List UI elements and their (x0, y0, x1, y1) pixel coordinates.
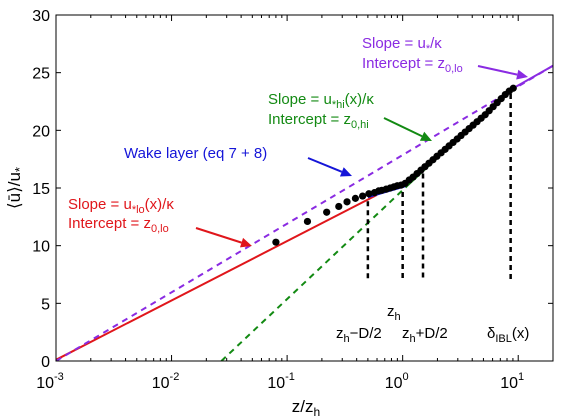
series-purple_dash (56, 64, 553, 361)
x-tick-label: 101 (500, 371, 524, 392)
label-zh: zh (387, 303, 401, 323)
data-point (335, 202, 343, 211)
arrow-lo (195, 227, 252, 248)
y-tick-label: 25 (32, 66, 50, 83)
x-tick-label: 10-2 (152, 371, 180, 392)
annotation-top-slope: Slope = u*/κ (362, 35, 442, 55)
data-point (351, 194, 360, 202)
y-tick-label: 0 (41, 354, 50, 371)
data-point (509, 84, 517, 92)
annotation-top-intercept: Intercept = z0,lo (362, 55, 463, 75)
svg-text:⟨ū⟩/u*: ⟨ū⟩/u* (5, 167, 27, 209)
points-layer (272, 84, 517, 246)
x-axis-label-sub: h (314, 405, 321, 419)
annotation-hi-slope: Slope = u*hi(x)/κ (268, 91, 374, 111)
annotation-wake: Wake layer (eq 7 + 8) (124, 145, 267, 162)
data-point (272, 238, 280, 246)
tick-layer: 0 5 10 15 20 25 30 10-3 10-2 10-1 100 101 (32, 8, 554, 392)
x-tick-label: 10-3 (36, 371, 64, 392)
vline-layer (366, 93, 512, 281)
y-tick-label: 30 (32, 8, 50, 25)
series-lo_fit (56, 194, 378, 361)
x-tick-label: 100 (385, 371, 409, 392)
arrow-wake (307, 157, 352, 177)
y-axis-label: ⟨ū⟩/u* (5, 167, 27, 209)
data-point (323, 208, 331, 216)
label-zh-plus: zh+D/2 (402, 325, 448, 345)
arrow-top (477, 65, 528, 80)
x-axis-label: z/zh (292, 397, 320, 419)
y-tick-label: 20 (32, 123, 50, 140)
y-axis-label-main: ⟨ū⟩/u (5, 172, 24, 209)
data-point (358, 192, 367, 200)
plot-area (56, 15, 553, 361)
annotation-lo-slope: Slope = u*lo(x)/κ (68, 196, 174, 216)
annotation-hi-intercept: Intercept = z0,hi (268, 111, 369, 131)
data-point (343, 198, 351, 206)
data-point (303, 217, 312, 226)
label-dibl: δIBL(x) (487, 325, 529, 345)
data-point (365, 190, 373, 198)
x-axis-label-main: z/z (292, 397, 314, 416)
arrow-hi (383, 117, 432, 141)
y-axis-label-sub: * (12, 167, 27, 172)
y-tick-label: 15 (32, 181, 50, 198)
y-tick-label: 10 (32, 239, 50, 256)
arrow-layer (195, 65, 528, 248)
y-tick-label: 5 (41, 296, 50, 313)
x-tick-label: 10-1 (267, 371, 295, 392)
label-zh-minus: zh−D/2 (336, 325, 382, 345)
annotation-lo-intercept: Intercept = z0,lo (68, 215, 169, 235)
series-green_dash (220, 184, 409, 361)
